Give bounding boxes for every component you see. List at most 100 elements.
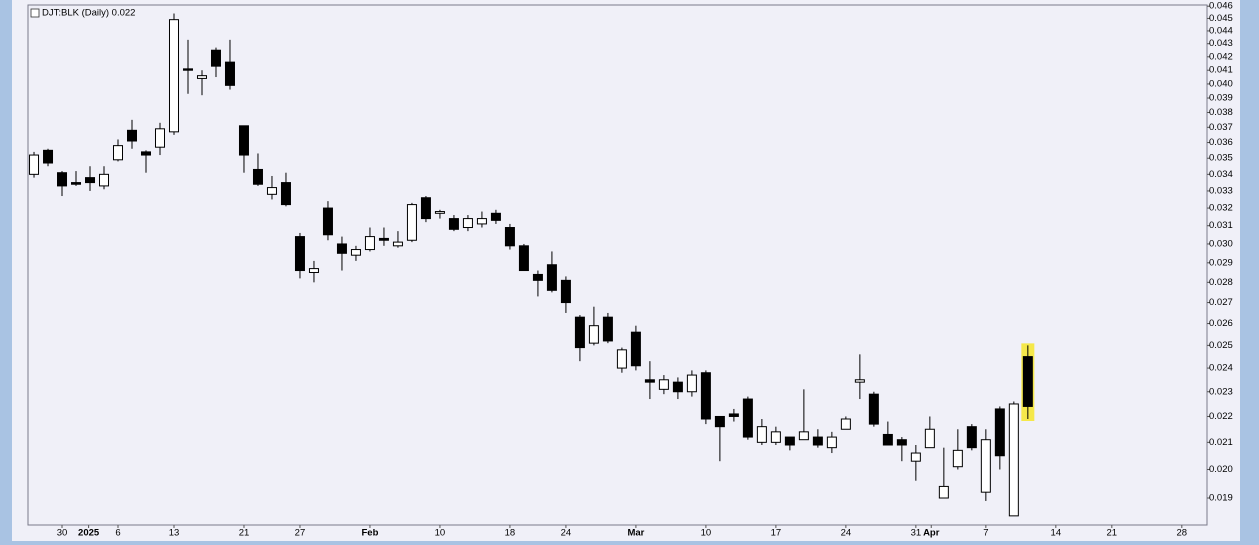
candle-body xyxy=(938,485,949,499)
candle-body xyxy=(476,218,487,225)
candle-body xyxy=(490,212,501,221)
y-tick-label: 0.022 xyxy=(1209,411,1233,422)
candle-body xyxy=(238,125,249,156)
x-tick-label: 21 xyxy=(239,528,250,539)
y-tick-label: 0.038 xyxy=(1209,107,1233,118)
y-tick-label: 0.019 xyxy=(1209,493,1233,504)
candle-body xyxy=(85,177,96,184)
candle-body xyxy=(532,273,543,281)
candle-body xyxy=(728,413,739,417)
candle-body xyxy=(812,436,823,446)
candle-body xyxy=(266,187,277,195)
x-tick-label: 14 xyxy=(1051,528,1062,539)
candle-body xyxy=(560,279,571,304)
candle-body xyxy=(462,218,473,229)
y-tick-label: 0.020 xyxy=(1209,464,1233,475)
x-tick-label: 21 xyxy=(1107,528,1118,539)
candle-body xyxy=(43,149,54,164)
x-tick-label: Mar xyxy=(627,528,644,539)
chart-title: DJT:BLK (Daily) 0.022 xyxy=(42,8,135,19)
candle-body xyxy=(448,218,459,230)
candle-body xyxy=(966,426,977,449)
y-tick-label: 0.037 xyxy=(1209,122,1233,133)
candle-body xyxy=(784,436,795,446)
candle-body xyxy=(420,197,431,220)
candle-body xyxy=(71,182,82,185)
candle-body xyxy=(840,418,851,430)
y-tick-label: 0.026 xyxy=(1209,318,1233,329)
candle-body xyxy=(882,433,893,446)
x-tick-label: 13 xyxy=(169,528,180,539)
y-tick-label: 0.046 xyxy=(1209,1,1233,12)
y-tick-label: 0.043 xyxy=(1209,38,1233,49)
x-tick-label: 28 xyxy=(1177,528,1188,539)
candle-body xyxy=(770,431,781,443)
x-tick-label: 7 xyxy=(983,528,988,539)
x-tick-label: 31 xyxy=(911,528,922,539)
candle-body xyxy=(294,236,305,272)
x-tick-label: 27 xyxy=(295,528,306,539)
x-tick-label: 2025 xyxy=(78,528,100,539)
candle-body xyxy=(350,249,361,256)
candle-body xyxy=(896,439,907,446)
y-tick-label: 0.034 xyxy=(1209,169,1233,180)
candle-body xyxy=(196,75,207,79)
candle-body xyxy=(854,379,865,383)
y-tick-label: 0.027 xyxy=(1209,297,1233,308)
y-tick-label: 0.035 xyxy=(1209,153,1233,164)
candle-body xyxy=(574,316,585,349)
candle-body xyxy=(392,241,403,247)
x-tick-label: 6 xyxy=(115,528,120,539)
candle-body xyxy=(868,393,879,425)
candle-body xyxy=(308,268,319,273)
candle-body xyxy=(406,204,417,241)
y-tick-label: 0.045 xyxy=(1209,13,1233,24)
x-tick-label: 17 xyxy=(771,528,782,539)
candle-body xyxy=(210,49,221,67)
candle-body xyxy=(378,237,389,241)
candle-body xyxy=(113,145,124,161)
candle-body xyxy=(644,379,655,383)
y-tick-label: 0.021 xyxy=(1209,437,1233,448)
candle-body xyxy=(504,227,515,247)
candle-body xyxy=(57,172,68,187)
plot-area xyxy=(27,4,1208,526)
x-tick-label: 10 xyxy=(701,528,712,539)
candle-body xyxy=(602,316,613,342)
candle-body xyxy=(980,439,991,493)
candle-body xyxy=(994,408,1005,457)
candle-body xyxy=(952,449,963,468)
y-tick-label: 0.039 xyxy=(1209,93,1233,104)
y-tick-label: 0.023 xyxy=(1209,386,1233,397)
candle-body xyxy=(336,243,347,254)
candle-body xyxy=(588,325,599,344)
candle-body xyxy=(672,381,683,393)
y-tick-label: 0.040 xyxy=(1209,78,1233,89)
candle-body xyxy=(1022,356,1033,407)
x-tick-label: 10 xyxy=(435,528,446,539)
candle-body xyxy=(826,436,837,449)
y-tick-label: 0.044 xyxy=(1209,25,1233,36)
candle-body xyxy=(168,19,179,133)
x-tick-label: 24 xyxy=(561,528,572,539)
candle-body xyxy=(224,61,235,86)
x-tick-label: Feb xyxy=(362,528,379,539)
candle-body xyxy=(616,349,627,369)
y-tick-label: 0.030 xyxy=(1209,238,1233,249)
candle-body xyxy=(140,151,151,156)
candle-body xyxy=(756,426,767,443)
y-tick-label: 0.036 xyxy=(1209,137,1233,148)
candle-body xyxy=(154,128,165,148)
candle-body xyxy=(127,129,138,142)
candle-body xyxy=(700,372,711,420)
y-tick-label: 0.042 xyxy=(1209,51,1233,62)
y-tick-label: 0.029 xyxy=(1209,257,1233,268)
candle-body xyxy=(742,398,753,438)
candle-body xyxy=(658,379,669,390)
candle-body xyxy=(99,173,110,187)
x-tick-label: 24 xyxy=(841,528,852,539)
y-tick-label: 0.024 xyxy=(1209,363,1233,374)
y-tick-label: 0.032 xyxy=(1209,203,1233,214)
candle-body xyxy=(252,168,263,185)
